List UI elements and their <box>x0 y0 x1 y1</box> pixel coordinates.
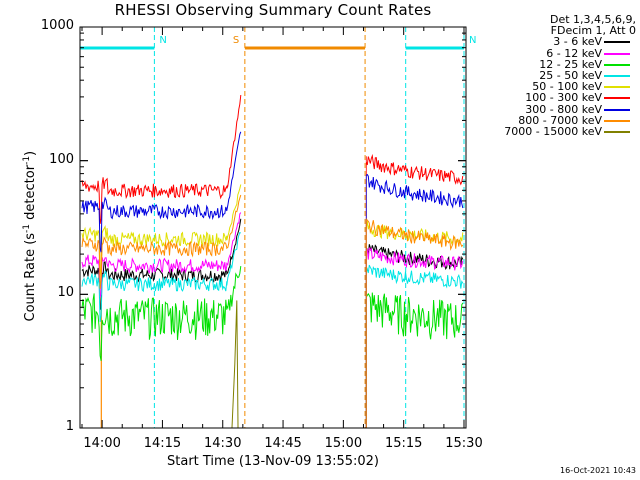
timestamp: 16-Oct-2021 10:43 <box>560 466 636 475</box>
legend-entry: 50 - 100 keV <box>470 81 636 92</box>
legend-label: 6 - 12 keV <box>546 46 602 60</box>
legend-label: 12 - 25 keV <box>539 57 602 71</box>
series-line <box>81 184 242 278</box>
legend-entry: 25 - 50 keV <box>470 70 636 81</box>
attenuator-label: N <box>159 35 167 46</box>
attenuator-label: S <box>232 35 240 46</box>
series-line <box>81 131 242 253</box>
legend-swatch <box>604 97 630 100</box>
x-tick-label: 15:30 <box>445 436 483 451</box>
series-line <box>81 194 242 289</box>
series-line <box>365 292 464 340</box>
legend-label: 100 - 300 keV <box>525 91 602 105</box>
legend-label: 50 - 100 keV <box>532 80 602 94</box>
series-line <box>81 218 242 311</box>
legend-label: 3 - 6 keV <box>553 35 602 49</box>
y-tick-label: 1 <box>65 419 74 434</box>
legend-entry: 7000 - 15000 keV <box>470 126 636 137</box>
x-tick-label: 14:15 <box>143 436 182 451</box>
series-line <box>365 218 464 251</box>
series-line <box>366 247 464 271</box>
series-line <box>365 264 464 289</box>
x-tick-label: 14:30 <box>204 436 242 451</box>
legend: Det 1,3,4,5,6,9, FDecim 1, Att 0 3 - 6 k… <box>470 14 636 137</box>
chart-title: RHESSI Observing Summary Count Rates <box>114 1 432 19</box>
legend-label: 7000 - 15000 keV <box>504 124 602 138</box>
legend-label: 25 - 50 keV <box>539 68 602 82</box>
x-tick-label: 15:15 <box>384 436 423 451</box>
legend-entry: 800 - 7000 keV <box>470 115 636 126</box>
legend-swatch <box>604 74 630 77</box>
series-line <box>81 231 242 322</box>
legend-swatch <box>604 86 630 89</box>
legend-swatch <box>604 63 630 66</box>
series-line <box>366 173 464 209</box>
legend-swatch <box>604 108 630 111</box>
legend-entry: 300 - 800 keV <box>470 102 636 116</box>
y-tick-label: 1000 <box>40 18 74 33</box>
legend-swatch <box>604 52 630 55</box>
series-line <box>81 266 242 361</box>
legend-entry: 12 - 25 keV <box>470 59 636 70</box>
legend-label: 800 - 7000 keV <box>518 113 602 127</box>
legend-entry: 3 - 6 keV <box>470 35 636 49</box>
x-axis-label: Start Time (13-Nov-09 13:55:02) <box>167 454 379 469</box>
legend-swatch <box>604 41 630 44</box>
series-line-7000-15000 <box>231 300 239 429</box>
series-line <box>365 221 464 246</box>
legend-header-line: FDecim 1, Att 0 <box>550 24 636 38</box>
x-tick-label: 15:00 <box>324 436 363 451</box>
axes-frame <box>79 26 467 429</box>
legend-swatch <box>604 119 630 122</box>
series-line <box>81 212 242 298</box>
y-tick-label: 10 <box>57 285 74 301</box>
legend-label: 300 - 800 keV <box>525 102 602 116</box>
attenuator-label: N <box>468 35 477 46</box>
legend-entry: 100 - 300 keV <box>470 92 636 103</box>
y-tick-label: 100 <box>49 151 74 167</box>
legend-entry: 6 - 12 keV <box>470 46 636 60</box>
x-tick-label: 14:45 <box>264 436 302 451</box>
x-tick-label: 14:00 <box>83 436 121 451</box>
legend-header-line: Det 1,3,4,5,6,9, <box>549 13 636 26</box>
series-line <box>365 153 464 186</box>
legend-swatch <box>604 130 630 133</box>
series-line <box>81 94 242 224</box>
